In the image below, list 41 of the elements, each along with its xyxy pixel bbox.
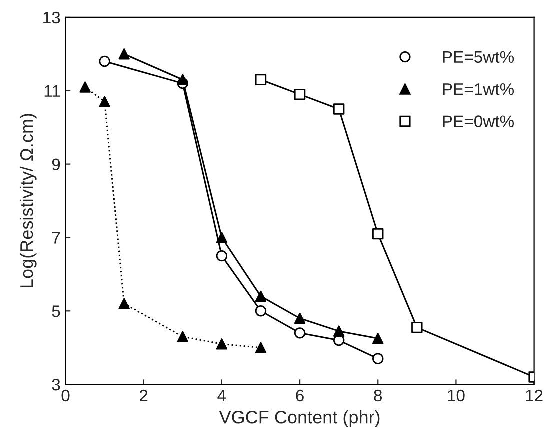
point	[118, 48, 130, 60]
point	[80, 82, 91, 93]
y-axis-title: Log(Resistivity/ Ω.cm)	[20, 114, 37, 288]
point	[294, 328, 306, 339]
point	[372, 353, 384, 364]
y-tick-label: 3	[52, 378, 60, 391]
y-tick-label: 7	[52, 232, 60, 244]
point	[99, 96, 110, 108]
y-tick-label: 11	[44, 85, 60, 97]
point	[216, 338, 228, 350]
point	[177, 331, 188, 342]
x-tick-label: 6	[296, 390, 304, 402]
x-tick-label: 8	[374, 390, 382, 402]
point	[255, 306, 267, 317]
x-axis-title: VGCF Content (phr)	[219, 410, 380, 428]
point	[255, 74, 267, 86]
point	[372, 228, 384, 240]
point	[372, 333, 384, 344]
legend-label: PE=0wt%	[443, 116, 514, 128]
point	[294, 312, 306, 324]
point	[255, 290, 267, 302]
legend-label: PE=5wt%	[443, 51, 514, 64]
x-tick-label: 12	[526, 390, 543, 402]
legend-label: PE=1wt%	[443, 84, 514, 96]
point	[177, 74, 188, 86]
y-tick-label: 13	[44, 12, 60, 24]
x-tick-label: 4	[218, 390, 226, 402]
y-tick-label: 5	[52, 306, 60, 318]
x-tick-label: 0	[62, 390, 70, 402]
y-tick-label: 9	[52, 158, 60, 171]
point	[333, 326, 345, 337]
point	[216, 250, 228, 262]
point	[216, 232, 228, 244]
point	[333, 104, 345, 115]
x-tick-label: 10	[448, 390, 465, 402]
point	[255, 342, 267, 354]
point	[412, 322, 423, 334]
point	[118, 298, 130, 310]
point	[294, 88, 306, 100]
point	[99, 56, 110, 68]
x-tick-label: 2	[140, 390, 148, 402]
